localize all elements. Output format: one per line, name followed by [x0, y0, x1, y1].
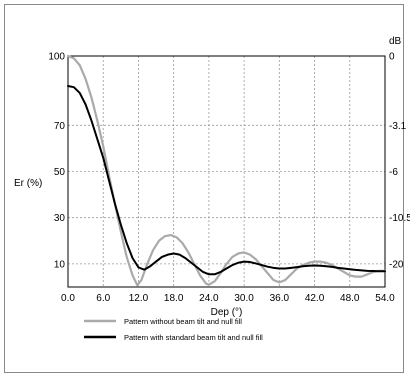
- x-tick-labels: 0.0 6.0 12.0 18.0 24.0 30.0 36.0 42.0 48.0 54.0: [61, 293, 395, 304]
- y-axis-label-left: Er (%): [14, 178, 42, 189]
- grid: [68, 56, 385, 287]
- y-tick-label-left: 50: [54, 167, 66, 178]
- x-tick-label: 18.0: [164, 293, 184, 304]
- legend-label-without-tilt: Pattern without beam tilt and null fill: [124, 317, 242, 326]
- x-tick-label: 54.0: [375, 293, 395, 304]
- y-tick-labels-left: 100 70 50 30 10: [48, 52, 65, 271]
- x-tick-label: 48.0: [340, 293, 360, 304]
- x-tick-label: 30.0: [234, 293, 254, 304]
- x-tick-label: 12.0: [129, 293, 149, 304]
- x-tick-label: 0.0: [61, 293, 75, 304]
- legend-label-with-tilt: Pattern with standard beam tilt and null…: [124, 333, 263, 342]
- chart-frame: [4, 4, 404, 373]
- series-layer: [66, 54, 387, 287]
- y-tick-label-right: -10.5: [389, 213, 410, 224]
- y-tick-label-right: 0: [389, 52, 395, 63]
- plot-area-border: [67, 55, 386, 288]
- y-tick-label-right: -20: [389, 259, 404, 270]
- y-tick-label-left: 30: [54, 213, 66, 224]
- y-axis-label-right: dB: [389, 36, 402, 47]
- y-tick-label-left: 70: [54, 121, 66, 132]
- y-tick-label-left: 10: [54, 259, 66, 270]
- y-tick-label-right: -6: [389, 167, 398, 178]
- x-tick-label: 36.0: [270, 293, 290, 304]
- y-tick-labels-right: 0 -3.1 -6 -10.5 -20: [389, 52, 410, 271]
- x-tick-label: 24.0: [199, 293, 219, 304]
- y-tick-label-right: -3.1: [389, 121, 407, 132]
- y-tick-label-left: 100: [48, 52, 65, 63]
- series-line-with-tilt: [67, 85, 386, 276]
- x-axis-label: Dep (°): [211, 307, 243, 318]
- legend: Pattern without beam tilt and null fill …: [84, 317, 263, 342]
- x-tick-label: 42.0: [305, 293, 325, 304]
- x-tick-label: 6.0: [96, 293, 110, 304]
- series-line-without-tilt: [66, 54, 387, 287]
